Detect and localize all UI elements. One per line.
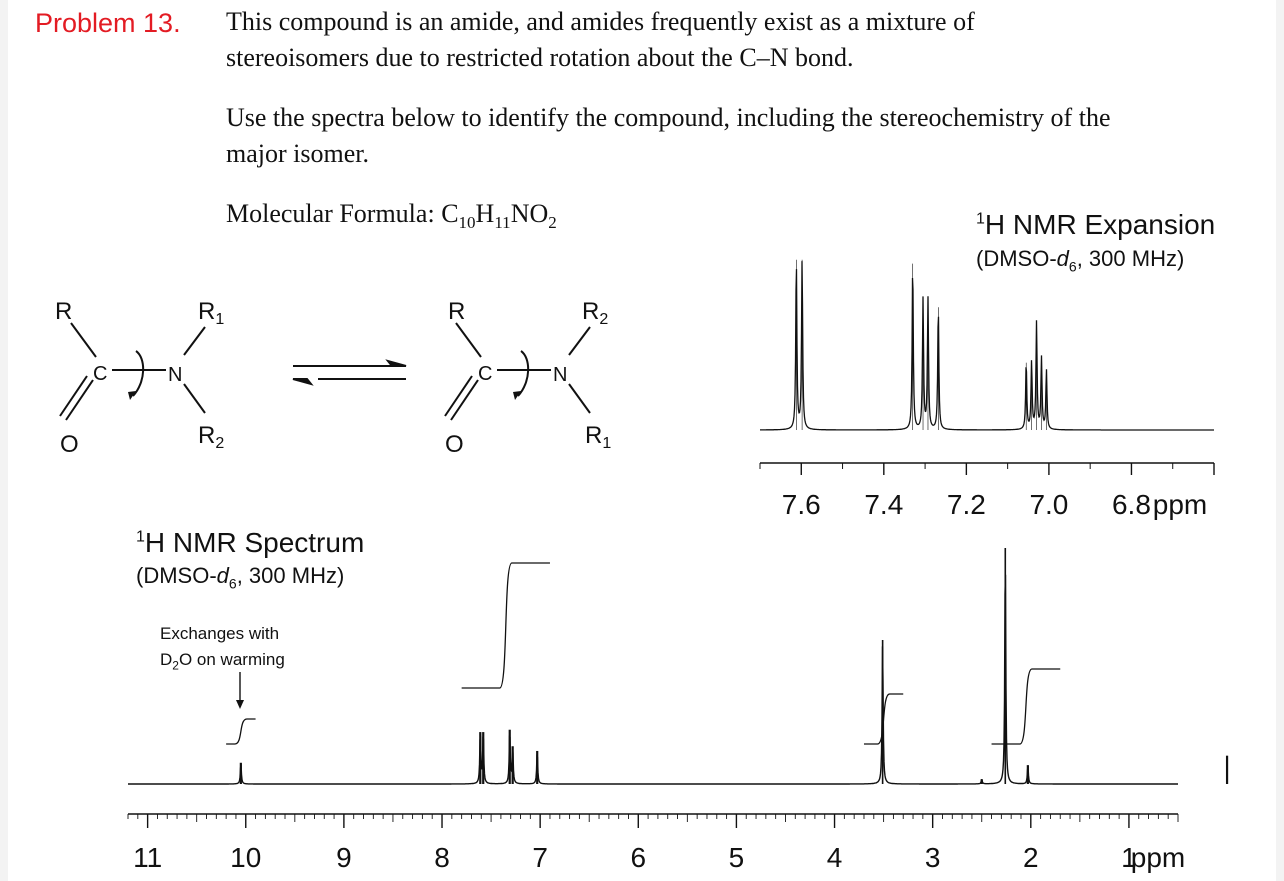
spectrum-title: 1H NMR Spectrum bbox=[136, 527, 364, 559]
amide-equilibrium-diagram: R O C N R1 R2 R O C N R2 bbox=[55, 298, 611, 458]
page: Problem 13. This compound is an amide, a… bbox=[8, 0, 1276, 881]
right-r2-label: R2 bbox=[582, 298, 608, 328]
spectrum-tick-label: 11 bbox=[133, 842, 162, 873]
formula-rest: NO bbox=[510, 199, 549, 228]
annotation-line-1: Exchanges with bbox=[160, 624, 280, 643]
expansion-trace bbox=[760, 261, 1214, 431]
question-line-1: Use the spectra below to identify the co… bbox=[226, 103, 1111, 132]
problem-question: Use the spectra below to identify the co… bbox=[226, 100, 1266, 172]
spectrum-tick-label: 7 bbox=[532, 842, 548, 873]
expansion-chart: 7.6 7.4 7.2 7.0 6.8 ppm bbox=[759, 259, 1215, 520]
spectrum-tick-label: 5 bbox=[729, 842, 745, 873]
right-r-label: R bbox=[448, 298, 465, 325]
integral-curve-2 bbox=[863, 693, 904, 745]
expansion-solvent-post: , 300 MHz) bbox=[1076, 246, 1185, 271]
problem-statement: This compound is an amide, and amides fr… bbox=[226, 4, 1266, 76]
right-r1-label: R1 bbox=[585, 422, 611, 452]
spectrum-title-text: H NMR Spectrum bbox=[144, 527, 365, 558]
left-r-label: R bbox=[55, 298, 72, 325]
expansion-solvent-sub: 6 bbox=[1068, 258, 1077, 275]
spectrum-title-sup: 1 bbox=[136, 528, 145, 546]
expansion-solvent-pre: (DMSO- bbox=[976, 246, 1057, 271]
formula-c-count: 10 bbox=[458, 213, 476, 233]
annotation-line-2: D2O on warming bbox=[160, 650, 285, 673]
spectrum-tick-label: 6 bbox=[630, 842, 646, 873]
expansion-tick-label: 6.8 bbox=[1112, 489, 1151, 520]
expansion-tick-label: 7.0 bbox=[1029, 489, 1068, 520]
spectrum-unit-label: ppm bbox=[1131, 842, 1185, 873]
expansion-solvent: (DMSO-d6, 300 MHz) bbox=[976, 246, 1184, 274]
spectrum-solvent-post: , 300 MHz) bbox=[236, 563, 345, 588]
expansion-solvent-d: d bbox=[1056, 246, 1069, 271]
spectrum-solvent: (DMSO-d6, 300 MHz) bbox=[136, 563, 344, 591]
spectrum-tick-label: 2 bbox=[1023, 842, 1039, 873]
spectrum-tick-label: 10 bbox=[230, 842, 261, 873]
statement-line-2: stereoisomers due to restricted rotation… bbox=[226, 43, 854, 72]
molecular-formula: Molecular Formula: C10H11NO2 bbox=[226, 196, 557, 241]
spectrum-tick-label: 1 bbox=[1121, 842, 1137, 873]
right-rotamer bbox=[444, 322, 591, 421]
left-rotamer bbox=[59, 322, 206, 421]
equilibrium-arrows bbox=[292, 359, 407, 386]
expansion-tick-label: 7.6 bbox=[782, 489, 821, 520]
spectrum-solvent-sub: 6 bbox=[228, 575, 237, 592]
left-c-label: C bbox=[93, 363, 107, 385]
expansion-unit-label: ppm bbox=[1153, 489, 1207, 520]
expansion-title-text: H NMR Expansion bbox=[984, 209, 1216, 240]
right-n-label: N bbox=[553, 364, 567, 386]
left-r1-label: R1 bbox=[198, 298, 224, 328]
formula-h-count: 11 bbox=[494, 213, 511, 233]
formula-c: C bbox=[441, 199, 459, 228]
expansion-title-sup: 1 bbox=[976, 210, 985, 228]
left-n-label: N bbox=[168, 364, 182, 386]
expansion-tick-label: 7.2 bbox=[947, 489, 986, 520]
left-r2-label: R2 bbox=[198, 422, 224, 452]
integral-curve-0 bbox=[226, 718, 256, 745]
spectrum-tick-label: 9 bbox=[336, 842, 352, 873]
left-o-label: O bbox=[60, 431, 79, 458]
problem-label: Problem 13. bbox=[35, 8, 181, 38]
statement-line-1: This compound is an amide, and amides fr… bbox=[226, 7, 975, 36]
expansion-tick-label: 7.4 bbox=[864, 489, 903, 520]
annotation-arrow-head bbox=[236, 700, 244, 709]
spectrum-solvent-pre: (DMSO- bbox=[136, 563, 217, 588]
exchange-annotation: Exchanges with D2O on warming bbox=[160, 621, 285, 678]
formula-o-count: 2 bbox=[548, 213, 557, 233]
spectrum-tick-label: 4 bbox=[827, 842, 843, 873]
expansion-title: 1H NMR Expansion bbox=[976, 209, 1215, 241]
right-c-label: C bbox=[478, 363, 492, 385]
formula-label: Molecular Formula: bbox=[226, 199, 442, 228]
spectrum-solvent-d: d bbox=[216, 563, 229, 588]
integral-curve-1 bbox=[461, 562, 550, 689]
spectrum-tick-label: 3 bbox=[925, 842, 941, 873]
formula-h: H bbox=[475, 199, 495, 228]
spectrum-trace bbox=[128, 574, 1178, 785]
question-line-2: major isomer. bbox=[226, 139, 369, 168]
right-o-label: O bbox=[445, 431, 464, 458]
spectrum-tick-label: 8 bbox=[434, 842, 450, 873]
integral-curve-3 bbox=[991, 668, 1061, 745]
